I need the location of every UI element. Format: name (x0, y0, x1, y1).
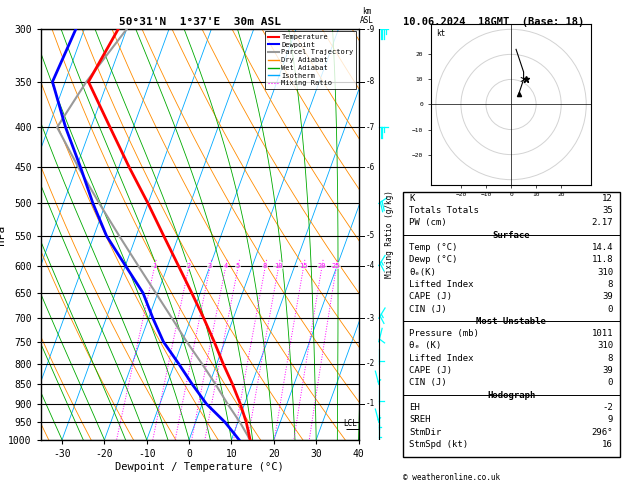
Text: Pressure (mb): Pressure (mb) (409, 329, 479, 338)
Text: -9: -9 (365, 25, 375, 34)
Text: -8: -8 (365, 77, 375, 86)
Text: kt: kt (436, 29, 445, 38)
Text: 10: 10 (274, 262, 282, 269)
Text: 310: 310 (597, 268, 613, 277)
Text: -4: -4 (365, 261, 375, 270)
Text: -7: -7 (365, 123, 375, 132)
Text: CAPE (J): CAPE (J) (409, 366, 452, 375)
Text: Most Unstable: Most Unstable (476, 317, 546, 326)
Text: θₑ (K): θₑ (K) (409, 342, 442, 350)
Text: LCL: LCL (343, 419, 357, 428)
Text: Lifted Index: Lifted Index (409, 280, 474, 289)
Text: 14.4: 14.4 (591, 243, 613, 252)
Text: -1: -1 (365, 399, 375, 408)
Text: 11.8: 11.8 (591, 255, 613, 264)
Text: 0: 0 (608, 305, 613, 313)
Text: SREH: SREH (409, 416, 431, 424)
Text: -6: -6 (365, 163, 375, 172)
Text: 8: 8 (263, 262, 267, 269)
Legend: Temperature, Dewpoint, Parcel Trajectory, Dry Adiabat, Wet Adiabat, Isotherm, Mi: Temperature, Dewpoint, Parcel Trajectory… (265, 31, 357, 89)
Text: 2.17: 2.17 (591, 218, 613, 227)
Text: -3: -3 (365, 313, 375, 323)
Text: PW (cm): PW (cm) (409, 218, 447, 227)
Text: K: K (409, 193, 415, 203)
Text: 12: 12 (603, 193, 613, 203)
Text: Surface: Surface (493, 230, 530, 240)
Text: 8: 8 (608, 280, 613, 289)
Text: 10.06.2024  18GMT  (Base: 18): 10.06.2024 18GMT (Base: 18) (403, 17, 584, 27)
Text: Totals Totals: Totals Totals (409, 206, 479, 215)
Text: © weatheronline.co.uk: © weatheronline.co.uk (403, 473, 499, 482)
Text: 4: 4 (223, 262, 228, 269)
Text: 39: 39 (603, 292, 613, 301)
Text: Dewp (°C): Dewp (°C) (409, 255, 457, 264)
Title: 50°31'N  1°37'E  30m ASL: 50°31'N 1°37'E 30m ASL (119, 17, 281, 27)
Text: CIN (J): CIN (J) (409, 305, 447, 313)
Text: Temp (°C): Temp (°C) (409, 243, 457, 252)
Text: Hodograph: Hodograph (487, 391, 535, 400)
Text: StmDir: StmDir (409, 428, 442, 437)
Text: -2: -2 (365, 359, 375, 368)
Text: 20: 20 (318, 262, 326, 269)
Text: 296°: 296° (591, 428, 613, 437)
X-axis label: Dewpoint / Temperature (°C): Dewpoint / Temperature (°C) (115, 462, 284, 471)
Text: 8: 8 (608, 354, 613, 363)
Text: StmSpd (kt): StmSpd (kt) (409, 440, 468, 449)
Text: -2: -2 (603, 403, 613, 412)
Text: 0: 0 (608, 379, 613, 387)
Text: 2: 2 (186, 262, 191, 269)
Text: Mixing Ratio (g/kg): Mixing Ratio (g/kg) (386, 191, 394, 278)
Text: 35: 35 (603, 206, 613, 215)
Text: Lifted Index: Lifted Index (409, 354, 474, 363)
Text: 16: 16 (603, 440, 613, 449)
Text: km
ASL: km ASL (359, 7, 374, 25)
Text: 5: 5 (236, 262, 240, 269)
Text: CAPE (J): CAPE (J) (409, 292, 452, 301)
Text: 39: 39 (603, 366, 613, 375)
Text: EH: EH (409, 403, 420, 412)
Text: 1: 1 (152, 262, 157, 269)
Text: 310: 310 (597, 342, 613, 350)
Text: -5: -5 (365, 231, 375, 241)
Text: 15: 15 (299, 262, 308, 269)
Text: θₑ(K): θₑ(K) (409, 268, 436, 277)
Text: 9: 9 (608, 416, 613, 424)
Text: 1011: 1011 (591, 329, 613, 338)
Y-axis label: hPa: hPa (0, 225, 6, 244)
Text: CIN (J): CIN (J) (409, 379, 447, 387)
Text: 25: 25 (332, 262, 340, 269)
Text: 3: 3 (208, 262, 212, 269)
